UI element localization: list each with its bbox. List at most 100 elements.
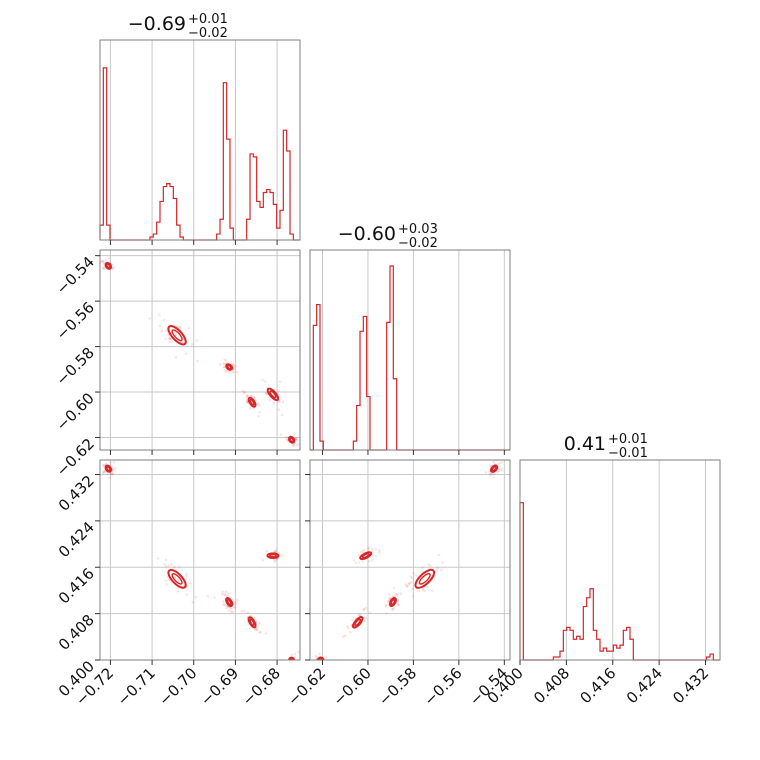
sample-point (258, 622, 261, 625)
sample-point (177, 579, 181, 582)
panel-frame (99, 39, 301, 241)
sample-point (167, 564, 170, 567)
contour-inner (269, 390, 277, 399)
sample-point (384, 604, 388, 608)
sample-point (242, 391, 246, 395)
sample-point (110, 471, 114, 474)
sample-point (222, 362, 225, 366)
sample-point (281, 400, 285, 404)
contour-outer (389, 597, 397, 608)
sample-point (233, 605, 237, 609)
sample-point (248, 626, 252, 630)
sample-point (397, 603, 400, 607)
sample-point (390, 608, 394, 611)
sample-point (234, 364, 238, 368)
sample-point (167, 336, 171, 340)
sample-point (427, 563, 430, 566)
sample-point (101, 471, 105, 475)
sample-point (241, 390, 245, 393)
x-tick-labels-p0: −0.72−0.71−0.70−0.69−0.68 (72, 664, 284, 709)
sample-point (110, 472, 114, 476)
sample-point (176, 587, 179, 590)
sample-point (162, 318, 166, 322)
sample-point (287, 662, 290, 665)
sample-point (166, 575, 169, 579)
y-tick-label: 0.416 (55, 564, 98, 607)
sample-point (361, 560, 365, 563)
sample-point (313, 661, 316, 664)
sample-point (223, 362, 226, 365)
sample-point (410, 587, 414, 591)
contour-inner (249, 398, 255, 406)
sample-point (222, 603, 225, 606)
sample-point (172, 575, 176, 578)
sample-point (164, 558, 168, 562)
sample-point (394, 593, 398, 596)
sample-point (412, 571, 415, 575)
sample-point (492, 460, 496, 464)
sample-point (257, 404, 260, 407)
sample-point (246, 394, 249, 397)
sample-point (489, 472, 493, 476)
contour-inner (171, 573, 183, 585)
sample-point (278, 380, 282, 383)
sample-point (102, 265, 106, 269)
x-tick-label: 0.416 (576, 664, 619, 707)
sample-point (222, 366, 226, 369)
sample-point (372, 554, 375, 558)
sample-point (358, 613, 362, 617)
sample-point (158, 313, 161, 317)
panel-title-p0: −0.69 +0.01−0.02 (128, 12, 228, 41)
panel-frame (519, 459, 721, 661)
sample-point (101, 259, 105, 263)
sample-point (158, 324, 162, 328)
sample-point (297, 650, 300, 654)
sample-point (109, 472, 113, 476)
contour-inner (390, 599, 396, 606)
contour-outer (351, 616, 364, 629)
ticks-1-1 (322, 450, 505, 455)
sample-point (164, 329, 168, 332)
sample-point (378, 551, 381, 554)
x-tick-label: −0.58 (375, 664, 420, 709)
sample-point (294, 666, 297, 669)
contour-inner (491, 466, 497, 472)
y-tick-label: 0.408 (55, 611, 98, 654)
sample-point (169, 563, 173, 566)
sample-point (173, 565, 176, 569)
sample-point (362, 608, 366, 611)
sample-point (399, 592, 403, 596)
sample-point (407, 582, 411, 586)
sample-point (315, 655, 319, 659)
sample-point (177, 325, 180, 329)
sample-point (245, 395, 249, 398)
sample-point (280, 413, 284, 417)
sample-point (265, 550, 269, 553)
sample-point (385, 612, 388, 615)
sample-point (293, 432, 296, 435)
sample-point (272, 401, 276, 405)
sample-point (404, 582, 408, 586)
sample-point (417, 589, 420, 593)
y-tick-label: −0.54 (53, 253, 98, 298)
x-tick-label: 0.408 (530, 664, 573, 707)
sample-point (231, 363, 235, 366)
sample-point (194, 595, 198, 599)
sample-point (292, 444, 296, 447)
sample-point (374, 554, 378, 558)
y-tick-label: −0.56 (53, 298, 98, 343)
sample-point (177, 577, 180, 581)
sample-point (258, 630, 261, 634)
sample-point (111, 472, 115, 476)
sample-point (156, 557, 160, 560)
sample-point (290, 653, 293, 657)
sample-point (285, 437, 289, 441)
sample-point (421, 588, 425, 592)
contour-outer (225, 596, 234, 608)
sample-point (346, 625, 349, 628)
sample-point (113, 467, 117, 470)
ticks-2-0 (95, 473, 278, 665)
x-tick-label: −0.71 (114, 664, 159, 709)
sample-point (263, 380, 267, 383)
sample-point (439, 568, 443, 572)
